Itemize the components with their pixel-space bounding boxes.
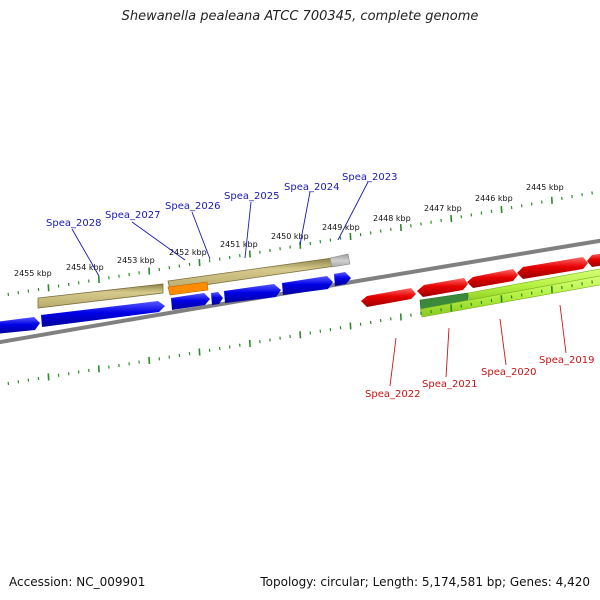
gene-arrow <box>334 272 351 286</box>
gene-label: Spea_2022 <box>365 389 420 400</box>
gene-label: Spea_2024 <box>284 182 339 193</box>
scale-label: 2446 kbp <box>475 194 513 203</box>
gene-label: Spea_2027 <box>105 210 160 221</box>
gene-arrow <box>587 253 600 267</box>
reverse-feature-bands <box>419 268 600 318</box>
scale-label: 2452 kbp <box>169 248 207 257</box>
reverse-gene-labels: Spea_2022 Spea_2021 Spea_2020 Spea_2019 <box>365 355 594 400</box>
scale-label: 2445 kbp <box>526 183 564 192</box>
scale-label: 2455 kbp <box>14 269 52 278</box>
scale-label: 2448 kbp <box>373 214 411 223</box>
scale-label: 2450 kbp <box>271 232 309 241</box>
forward-label-leaders <box>71 181 369 277</box>
scale-label: 2447 kbp <box>424 204 462 213</box>
inner-scale-ticks <box>7 280 593 385</box>
genome-summary-text: Topology: circular; Length: 5,174,581 bp… <box>260 575 590 589</box>
scale-label: 2449 kbp <box>322 223 360 232</box>
gene-arrow <box>417 278 468 297</box>
gene-label: Spea_2026 <box>165 201 220 212</box>
gene-label: Spea_2028 <box>46 218 101 229</box>
gene-label: Spea_2020 <box>481 367 536 378</box>
scale-labels: 2455 kbp 2454 kbp 2453 kbp 2452 kbp 2451… <box>14 183 564 278</box>
reverse-label-leaders <box>389 304 567 387</box>
reverse-gene-arrows <box>361 253 600 307</box>
scale-label: 2453 kbp <box>117 256 155 265</box>
accession-text: Accession: NC_009901 <box>9 575 146 589</box>
gene-arrow <box>224 284 281 303</box>
map-title: Shewanella pealeana ATCC 700345, complet… <box>121 9 479 24</box>
gene-arrow <box>171 293 210 310</box>
gene-arrow <box>361 288 416 307</box>
gene-arrow <box>0 317 40 334</box>
scale-label: 2454 kbp <box>66 263 104 272</box>
gene-label: Spea_2021 <box>422 379 477 390</box>
gene-arrow <box>467 269 518 288</box>
gene-arrow <box>211 292 223 305</box>
forward-gene-arrows <box>0 272 351 334</box>
gene-label: Spea_2019 <box>539 355 594 366</box>
scale-label: 2451 kbp <box>220 240 258 249</box>
gene-arrow <box>282 276 333 295</box>
gene-label: Spea_2025 <box>224 191 279 202</box>
gene-arrow <box>41 301 165 327</box>
forward-gene-labels: Spea_2028 Spea_2027 Spea_2026 Spea_2025 … <box>46 172 397 229</box>
forward-feature-bands <box>37 253 351 309</box>
gene-label: Spea_2023 <box>342 172 397 183</box>
gene-arrow <box>517 257 588 279</box>
outer-scale-ticks <box>7 191 593 296</box>
